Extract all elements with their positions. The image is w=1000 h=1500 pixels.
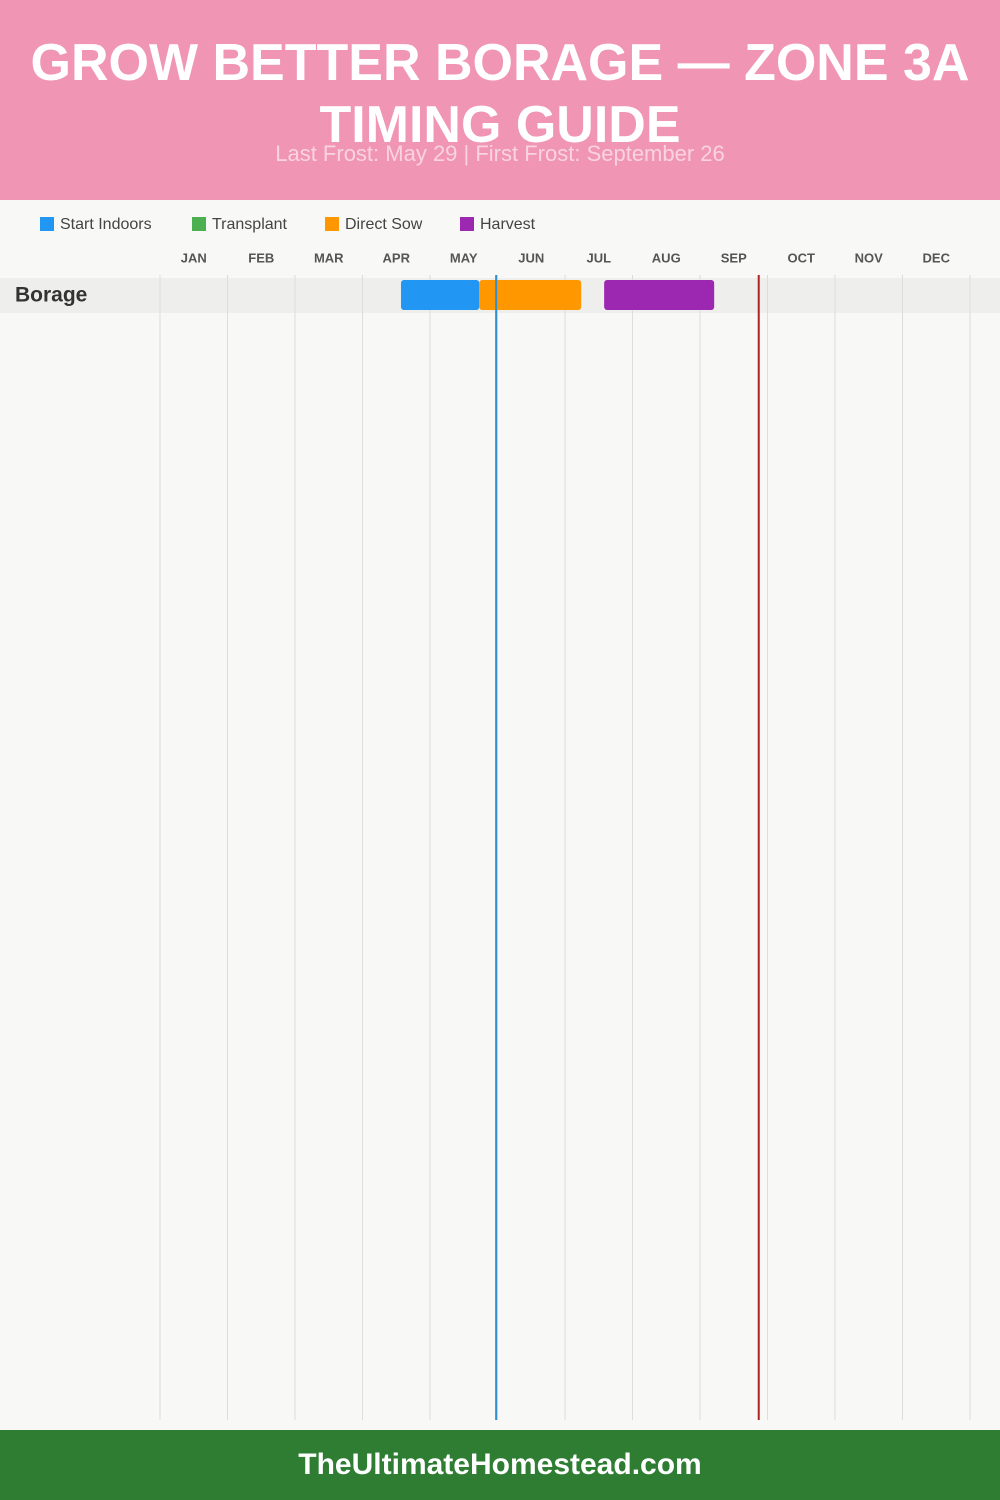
month-label: SEP — [721, 250, 747, 265]
month-label: MAY — [450, 250, 478, 265]
month-label: MAR — [314, 250, 344, 265]
chart: Start Indoors Transplant Direct Sow Harvest… — [0, 216, 1000, 1420]
month-label: JUL — [586, 250, 611, 265]
month-label: JUN — [518, 250, 544, 265]
timing-bar — [479, 280, 582, 310]
month-label: APR — [383, 250, 411, 265]
legend-label: Transplant — [212, 216, 288, 233]
month-label: AUG — [652, 250, 681, 265]
month-label: FEB — [248, 250, 274, 265]
legend-swatch — [325, 217, 339, 231]
legend-swatch — [40, 217, 54, 231]
timing-bar — [400, 280, 480, 310]
month-label: DEC — [923, 250, 951, 265]
legend-label: Start Indoors — [60, 216, 152, 233]
month-label: OCT — [788, 250, 816, 265]
title: GROW BETTER BORAGE — ZONE 3A TIMING GUID… — [30, 34, 970, 154]
legend-label: Direct Sow — [345, 216, 423, 233]
row-label: Borage — [15, 284, 87, 307]
header: GROW BETTER BORAGE — ZONE 3A TIMING GUID… — [0, 0, 1000, 200]
month-label: NOV — [855, 250, 884, 265]
legend-swatch — [192, 217, 206, 231]
footer: TheUltimateHomestead.com — [0, 1430, 1000, 1500]
legend-swatch — [460, 217, 474, 231]
legend-label: Harvest — [480, 216, 536, 233]
subtitle: Last Frost: May 29 | First Frost: Septem… — [275, 141, 725, 166]
month-label: JAN — [181, 250, 207, 265]
timing-bar — [604, 280, 715, 310]
